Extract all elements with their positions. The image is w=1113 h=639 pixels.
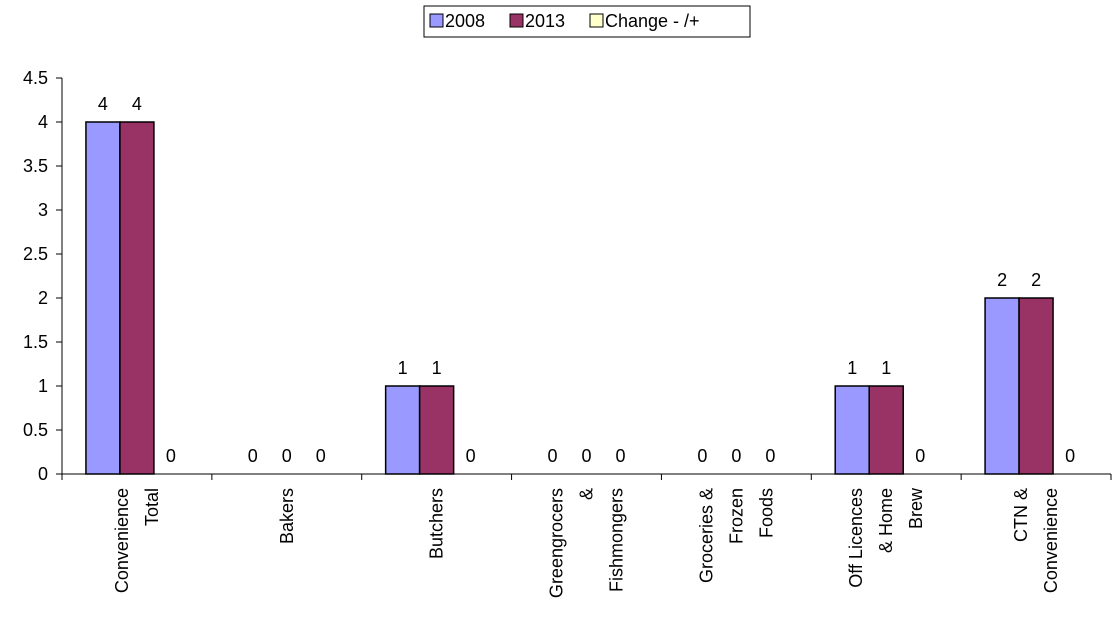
x-tick-label: Foods xyxy=(756,488,776,538)
x-tick-label: & xyxy=(577,488,597,500)
x-tick-label: Convenience xyxy=(1041,488,1061,593)
data-label: 0 xyxy=(581,446,591,466)
legend: 2008 2013 Change - /+ xyxy=(423,5,751,38)
y-tick-label: 4.5 xyxy=(23,68,48,88)
y-tick-label: 2.5 xyxy=(23,244,48,264)
x-tick-label: Groceries & xyxy=(696,488,716,583)
x-tick-label: Frozen xyxy=(726,488,746,544)
y-tick-label: 2 xyxy=(38,288,48,308)
data-label: 0 xyxy=(547,446,557,466)
y-tick-label: 0.5 xyxy=(23,420,48,440)
x-tick-label: Butchers xyxy=(427,488,447,559)
legend-label-1: 2008 xyxy=(445,11,485,31)
x-tick-label: Total xyxy=(142,488,162,526)
data-label: 0 xyxy=(466,446,476,466)
x-tick-label: Brew xyxy=(906,487,926,529)
x-tick-label: Fishmongers xyxy=(607,488,627,592)
x-tick-label: CTN & xyxy=(1011,488,1031,542)
data-label: 1 xyxy=(398,358,408,378)
y-tick-label: 0 xyxy=(38,464,48,484)
y-axis: 0 0.5 1 1.5 2 2.5 3 3.5 4 4.5 xyxy=(23,68,63,484)
data-label: 4 xyxy=(98,94,108,114)
data-label: 1 xyxy=(432,358,442,378)
legend-swatch-3 xyxy=(589,13,604,28)
bar-2013 xyxy=(868,385,904,475)
x-tick-label: & Home xyxy=(876,488,896,553)
category-labels: Convenience Total Bakers Butchers Greengroce… xyxy=(112,487,1061,598)
data-label: 0 xyxy=(282,446,292,466)
data-label: 0 xyxy=(1065,446,1075,466)
legend-label-2: 2013 xyxy=(525,11,565,31)
x-tick-label: Off Licences xyxy=(846,488,866,588)
y-tick-label: 4 xyxy=(38,112,48,132)
data-label: 2 xyxy=(997,270,1007,290)
y-tick-label: 3 xyxy=(38,200,48,220)
data-label: 0 xyxy=(697,446,707,466)
y-tick-label: 1 xyxy=(38,376,48,396)
data-label: 0 xyxy=(731,446,741,466)
bars xyxy=(85,121,1054,475)
bar-2008 xyxy=(834,385,870,475)
x-tick-label: Greengrocers xyxy=(547,488,567,598)
data-label: 0 xyxy=(248,446,258,466)
y-tick-label: 1.5 xyxy=(23,332,48,352)
data-label: 0 xyxy=(765,446,775,466)
data-label: 0 xyxy=(915,446,925,466)
legend-swatch-2 xyxy=(509,13,524,28)
data-label: 0 xyxy=(316,446,326,466)
bar-2013 xyxy=(418,385,455,475)
data-label: 0 xyxy=(615,446,625,466)
data-label: 0 xyxy=(166,446,176,466)
x-tick-label: Bakers xyxy=(277,488,297,544)
x-tick-label: Convenience xyxy=(112,488,132,593)
data-label: 2 xyxy=(1031,270,1041,290)
data-label: 1 xyxy=(881,358,891,378)
legend-box xyxy=(423,5,751,38)
y-tick-label: 3.5 xyxy=(23,156,48,176)
bar-2008 xyxy=(984,297,1020,475)
x-axis xyxy=(61,473,1112,480)
data-labels: 4 4 0 0 0 0 1 1 0 0 0 0 0 0 0 1 1 0 2 2 0 xyxy=(98,94,1075,466)
data-label: 1 xyxy=(847,358,857,378)
data-label: 4 xyxy=(132,94,142,114)
bar-2013 xyxy=(1018,297,1054,475)
bar-2008 xyxy=(85,121,121,475)
bar-2008 xyxy=(384,385,421,475)
legend-label-3: Change - /+ xyxy=(605,11,700,31)
legend-swatch-1 xyxy=(429,13,444,28)
bar-2013 xyxy=(119,121,155,475)
